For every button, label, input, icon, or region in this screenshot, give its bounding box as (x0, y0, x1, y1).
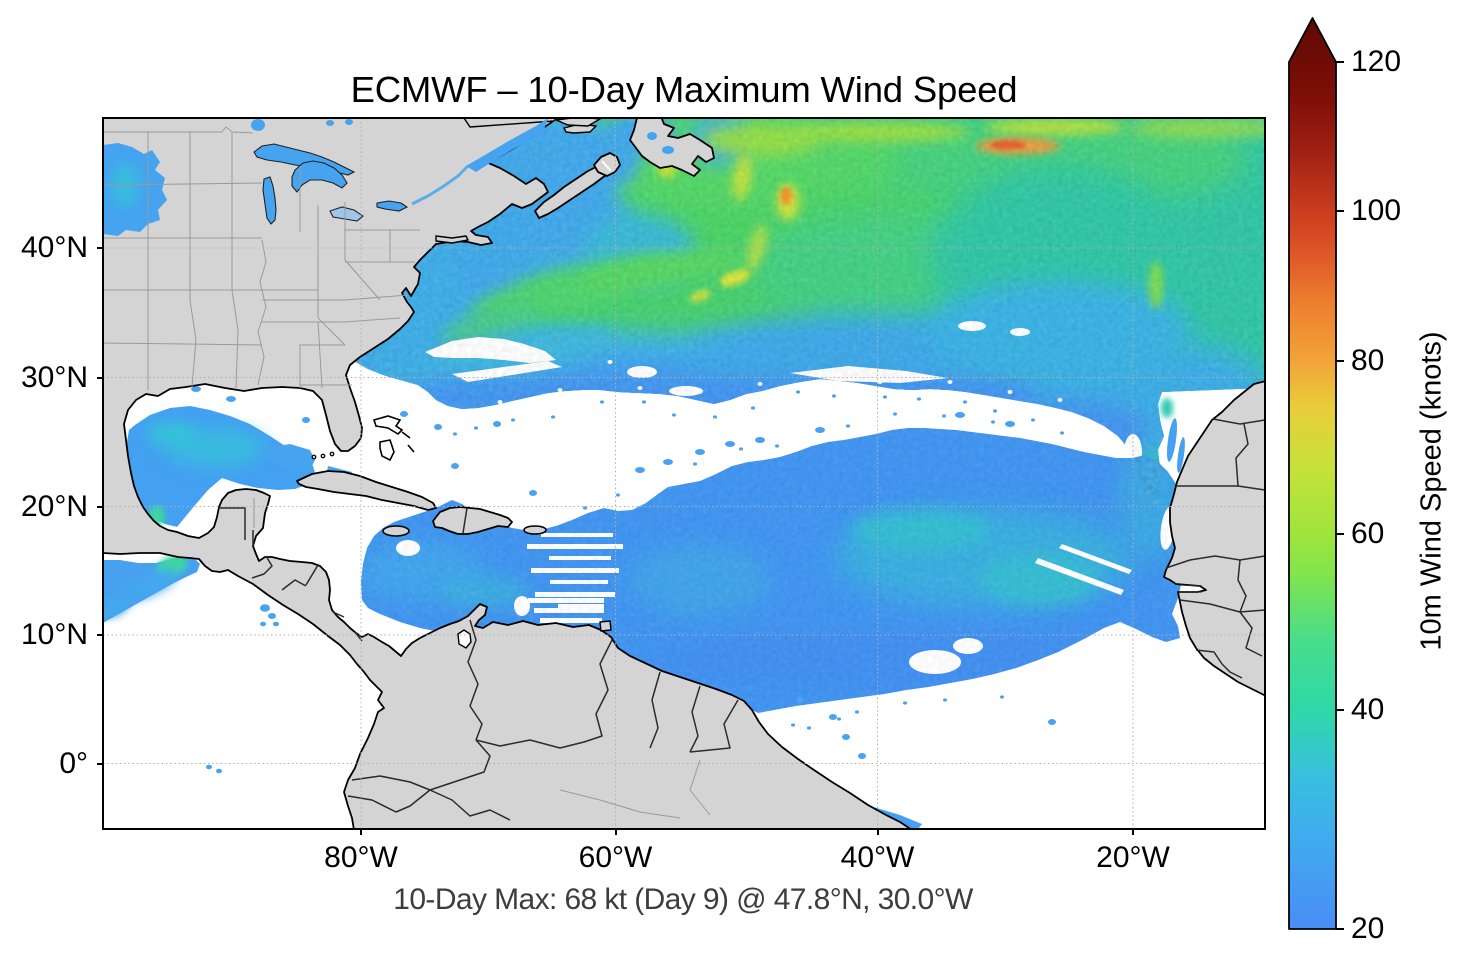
svg-text:10m Wind Speed (knots): 10m Wind Speed (knots) (1416, 331, 1448, 650)
